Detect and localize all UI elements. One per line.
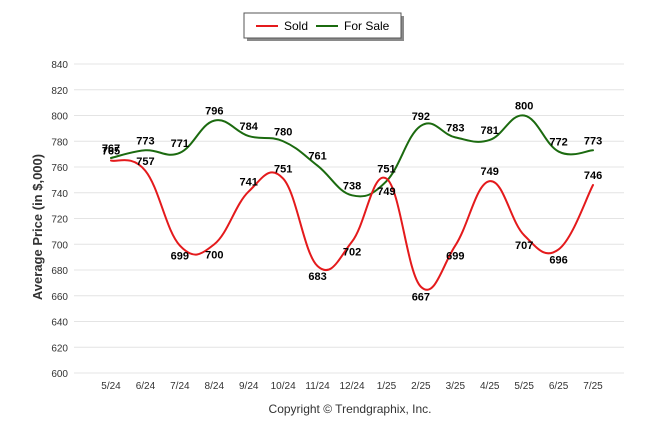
data-label-for-sale: 781 (481, 125, 499, 137)
data-label-for-sale: 767 (102, 143, 120, 155)
data-label-sold: 746 (584, 170, 602, 182)
data-label-sold: 667 (412, 292, 430, 304)
y-tick-label: 720 (51, 215, 68, 226)
x-tick-label: 3/25 (446, 381, 466, 392)
y-tick-label: 840 (51, 60, 68, 71)
x-tick-label: 2/25 (411, 381, 431, 392)
y-tick-label: 680 (51, 266, 68, 277)
y-tick-label: 660 (51, 292, 68, 303)
y-tick-label: 740 (51, 189, 68, 200)
data-label-sold: 749 (481, 166, 499, 178)
legend-label-sold: Sold (284, 19, 308, 33)
data-label-sold: 741 (240, 176, 258, 188)
y-axis-title: Average Price (in $,000) (30, 154, 45, 300)
y-tick-label: 600 (51, 369, 68, 380)
data-label-sold: 751 (274, 164, 292, 176)
y-tick-label: 700 (51, 240, 68, 251)
data-label-sold: 699 (171, 251, 189, 263)
y-tick-label: 780 (51, 137, 68, 148)
data-label-sold: 751 (377, 164, 395, 176)
data-label-sold: 683 (308, 271, 326, 283)
x-tick-label: 8/24 (205, 381, 225, 392)
x-tick-label: 11/24 (305, 381, 330, 392)
data-label-for-sale: 761 (308, 151, 326, 163)
data-label-for-sale: 738 (343, 180, 361, 192)
data-label-for-sale: 771 (171, 138, 189, 150)
data-label-for-sale: 773 (584, 135, 602, 147)
data-label-for-sale: 780 (274, 126, 292, 138)
x-tick-label: 1/25 (377, 381, 397, 392)
data-label-sold: 707 (515, 240, 533, 252)
y-tick-label: 800 (51, 112, 68, 123)
data-label-sold: 757 (136, 156, 154, 168)
data-label-for-sale: 792 (412, 111, 430, 123)
y-tick-label: 760 (51, 163, 68, 174)
data-label-sold: 699 (446, 251, 464, 263)
x-tick-label: 6/25 (549, 381, 569, 392)
legend-label-for-sale: For Sale (344, 19, 390, 33)
data-label-sold: 702 (343, 247, 361, 259)
y-tick-label: 640 (51, 318, 68, 329)
x-tick-label: 7/25 (583, 381, 603, 392)
x-tick-label: 12/24 (339, 381, 364, 392)
data-label-for-sale: 773 (136, 135, 154, 147)
data-label-for-sale: 783 (446, 122, 464, 134)
x-tick-label: 10/24 (271, 381, 296, 392)
x-tick-label: 4/25 (480, 381, 500, 392)
data-label-sold: 696 (549, 254, 567, 266)
x-tick-label: 6/24 (136, 381, 156, 392)
x-tick-label: 5/25 (514, 381, 534, 392)
y-tick-label: 620 (51, 343, 68, 354)
x-tick-label: 5/24 (101, 381, 121, 392)
series-line-for-sale (110, 114, 595, 198)
data-label-for-sale: 796 (205, 106, 223, 118)
x-tick-label: 7/24 (170, 381, 190, 392)
data-label-sold: 765 (102, 146, 120, 158)
legend: Sold For Sale (243, 12, 404, 41)
copyright-text: Copyright © Trendgraphix, Inc. (269, 402, 432, 416)
data-label-sold: 700 (205, 249, 223, 261)
data-label-for-sale: 749 (377, 186, 395, 198)
series-line-sold (110, 159, 595, 291)
y-tick-label: 820 (51, 86, 68, 97)
data-label-for-sale: 800 (515, 101, 533, 113)
x-tick-label: 9/24 (239, 381, 259, 392)
data-label-for-sale: 772 (549, 137, 567, 149)
data-label-for-sale: 784 (240, 121, 259, 133)
